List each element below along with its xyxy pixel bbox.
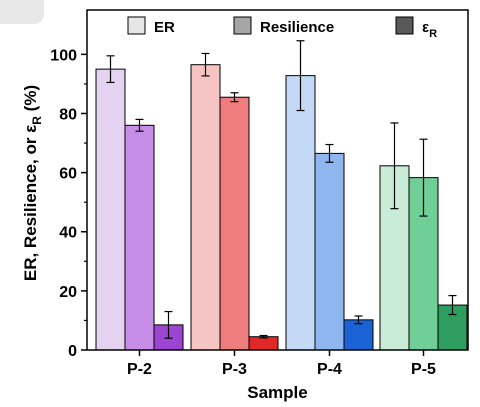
y-tick-label-1: 20 bbox=[59, 284, 77, 301]
x-tick-label-P-3: P-3 bbox=[222, 361, 247, 378]
corner-patch bbox=[0, 0, 44, 24]
x-tick-label-P-5: P-5 bbox=[411, 361, 436, 378]
x-axis-title: Sample bbox=[247, 383, 307, 402]
error-bar-P-5-Resilience bbox=[419, 138, 428, 217]
error-bar-P-4-εR bbox=[354, 315, 363, 325]
error-bar-P-4-ER bbox=[296, 40, 305, 112]
y-tick-label-2: 40 bbox=[59, 225, 77, 242]
x-tick-label-P-4: P-4 bbox=[317, 361, 342, 378]
error-bar-P-2-ER bbox=[106, 55, 115, 84]
error-bar-P-2-Resilience bbox=[135, 118, 144, 132]
error-bar-P-4-Resilience bbox=[325, 143, 334, 163]
legend-swatch-Resilience bbox=[233, 16, 252, 35]
bar-P-3-ER bbox=[190, 64, 221, 351]
bar-P-2-Resilience bbox=[124, 124, 155, 351]
bar-P-3-Resilience bbox=[219, 96, 250, 351]
bar-P-4-εR bbox=[343, 319, 374, 351]
legend-label-εR: εR bbox=[422, 19, 437, 40]
bars-group bbox=[95, 64, 468, 351]
y-axis: 0 20 40 60 80 100 bbox=[50, 47, 87, 360]
y-tick-label-0: 0 bbox=[68, 343, 77, 360]
y-title-part-3: (%) bbox=[21, 85, 40, 116]
plot-frame bbox=[86, 9, 469, 351]
y-title-part-1: ER, Resilience, or ε bbox=[21, 125, 40, 281]
y-tick-label-3: 60 bbox=[59, 166, 77, 183]
y-tick-label-5: 100 bbox=[50, 47, 77, 64]
error-bar-P-3-ER bbox=[201, 52, 210, 77]
bar-P-2-ER bbox=[95, 68, 126, 351]
x-axis: P-2 P-3 P-4 P-5 bbox=[127, 350, 436, 378]
y-axis-title: ER, Resilience, or εR (%) bbox=[21, 85, 44, 281]
y-title-sub: R bbox=[30, 116, 44, 125]
bar-P-4-ER bbox=[285, 75, 316, 351]
legend-label-main: ε bbox=[422, 19, 429, 36]
legend-swatch-εR bbox=[395, 16, 414, 35]
error-bar-P-3-εR bbox=[259, 334, 268, 339]
error-bar-P-5-ER bbox=[390, 122, 399, 210]
legend-label-Resilience: Resilience bbox=[260, 19, 334, 36]
error-bar-P-3-Resilience bbox=[230, 92, 239, 103]
legend-swatch-ER bbox=[127, 16, 146, 35]
legend-label-sub: R bbox=[429, 28, 437, 40]
bar-P-4-Resilience bbox=[314, 152, 345, 351]
legend-label-main: ER bbox=[154, 19, 175, 36]
legend-label-ER: ER bbox=[154, 19, 175, 36]
error-bar-P-2-εR bbox=[164, 310, 173, 339]
legend: ER Resilience εR bbox=[127, 16, 437, 40]
x-tick-label-P-2: P-2 bbox=[127, 361, 152, 378]
legend-label-main: Resilience bbox=[260, 19, 334, 36]
error-bars-group bbox=[106, 40, 457, 339]
error-bar-P-5-εR bbox=[448, 295, 457, 316]
y-tick-label-4: 80 bbox=[59, 106, 77, 123]
bar-P-3-εR bbox=[248, 336, 279, 351]
